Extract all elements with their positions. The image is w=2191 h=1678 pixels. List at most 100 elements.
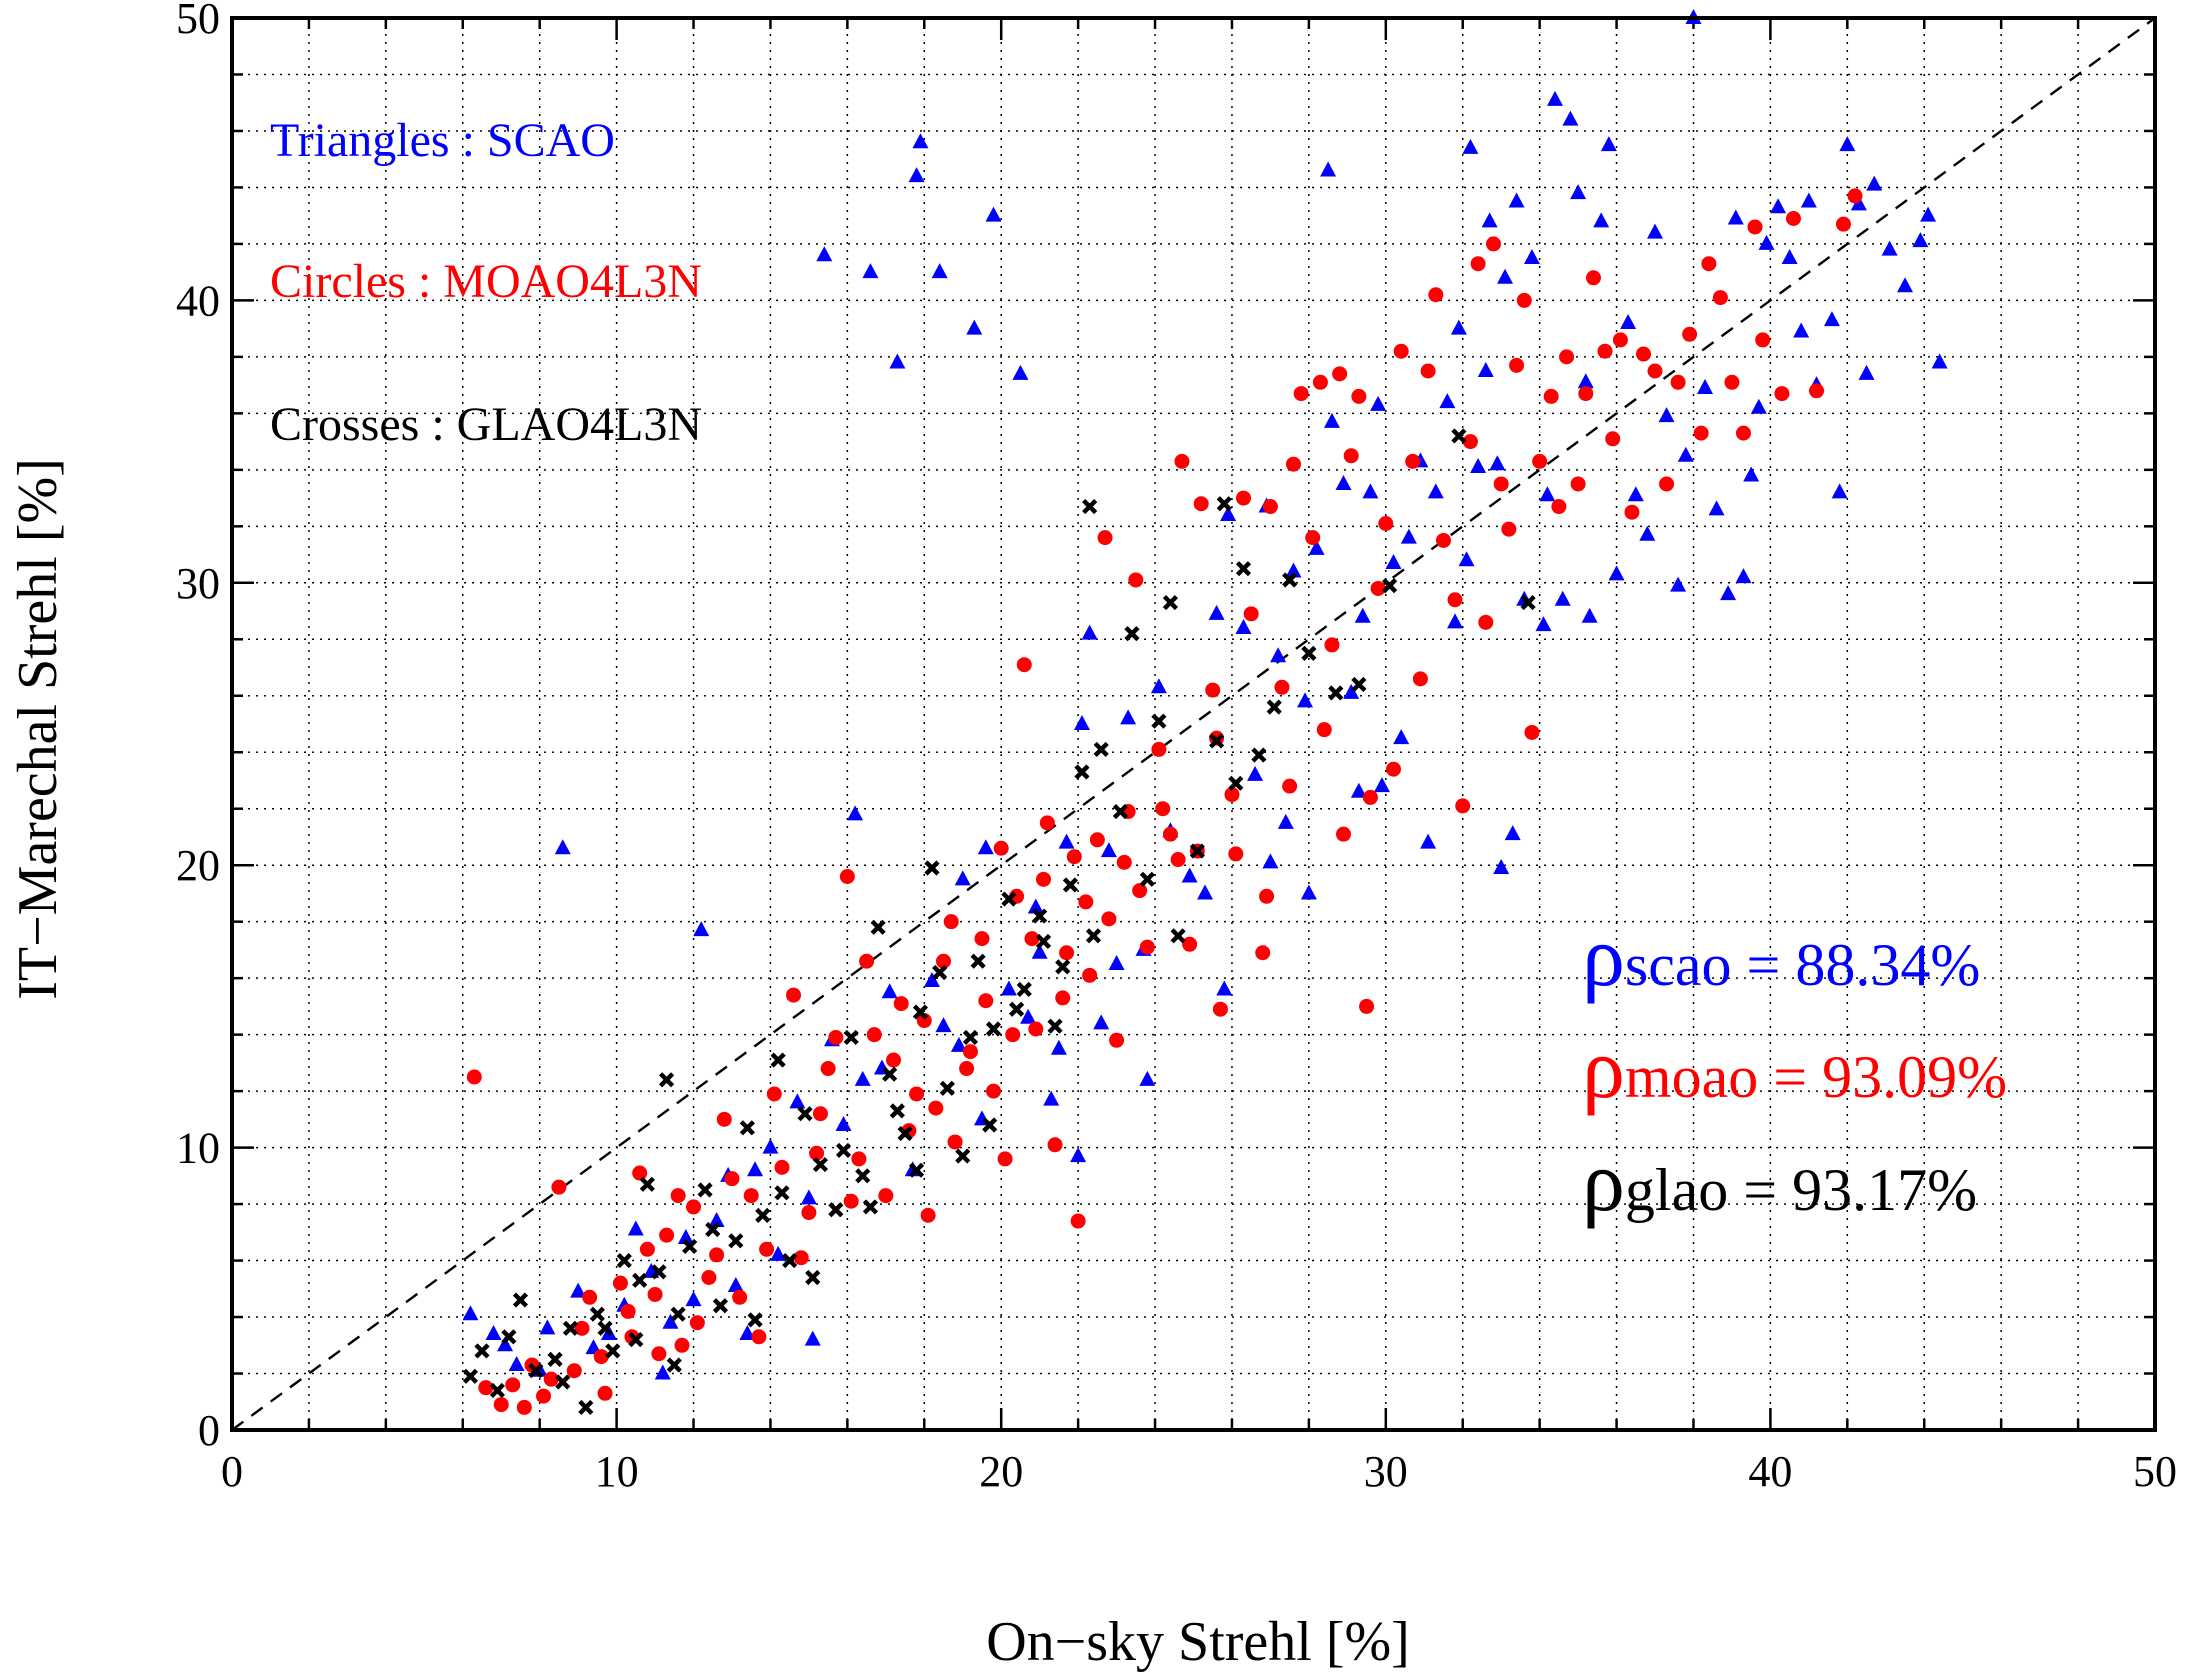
moao-point [647, 1286, 663, 1302]
series-moao4l3n [466, 188, 1863, 1415]
glao-point [1208, 733, 1225, 749]
glao-point [1216, 496, 1232, 512]
y-tick-label: 20 [176, 841, 220, 890]
scao-point [739, 1324, 756, 1340]
moao-point [1282, 778, 1298, 794]
scao-point [935, 1017, 952, 1033]
moao-point [909, 1086, 925, 1102]
moao-point [1412, 671, 1428, 687]
glao-point [628, 1332, 644, 1348]
scao-point [1866, 175, 1883, 191]
moao-point [1455, 798, 1471, 814]
moao-point [809, 1145, 825, 1161]
moao-point [689, 1315, 705, 1331]
rho-value: = 93.17% [1728, 1157, 1977, 1223]
moao-point [1066, 849, 1082, 865]
scao-point [485, 1324, 502, 1340]
scao-point [1073, 715, 1090, 730]
moao-point [1597, 343, 1613, 359]
moao-point [828, 1029, 844, 1045]
scao-point [1220, 506, 1237, 522]
moao-point [1516, 292, 1532, 308]
moao-point [1501, 521, 1517, 537]
moao-point [743, 1188, 759, 1204]
moao-point [651, 1346, 667, 1362]
scao-point [1670, 576, 1687, 592]
moao-point [916, 1013, 932, 1029]
moao-point [716, 1111, 732, 1127]
moao-point [1635, 346, 1651, 362]
glao-point [924, 860, 940, 876]
moao-point [962, 1044, 978, 1060]
moao-point [478, 1380, 494, 1396]
moao-point [1428, 287, 1444, 303]
moao-point [597, 1385, 613, 1401]
glao-point [805, 1269, 821, 1286]
scao-point [1447, 613, 1464, 629]
moao-point [1485, 236, 1501, 252]
scao-point [1493, 859, 1510, 875]
glao-point [512, 1292, 529, 1308]
moao-point [997, 1151, 1013, 1167]
x-tick-label: 20 [979, 1447, 1023, 1496]
scao-point [1735, 568, 1752, 584]
scao-point [708, 1212, 725, 1228]
scao-point [1508, 192, 1525, 208]
moao-point [993, 840, 1009, 856]
scao-point [1620, 313, 1637, 329]
rho-symbol: ρ [1582, 1133, 1625, 1229]
moao-point [974, 931, 990, 947]
moao-point [928, 1100, 944, 1116]
rho-value: = 93.09% [1758, 1044, 2007, 1110]
moao-point [1228, 846, 1244, 862]
scao-point [1181, 867, 1198, 883]
scao-point [1458, 551, 1475, 567]
glao-point [870, 919, 886, 935]
moao-point [1493, 476, 1509, 492]
moao-point [1089, 832, 1105, 848]
y-tick-label: 50 [176, 0, 220, 43]
glao-point [1093, 741, 1109, 758]
scao-point [1720, 585, 1737, 601]
moao-point [516, 1399, 532, 1415]
scao-point [1270, 647, 1287, 663]
scao-point [923, 971, 940, 987]
correlation-glao: ρglao = 93.17% [1582, 1133, 1977, 1229]
moao-point [1332, 366, 1348, 382]
glao-point [1282, 572, 1298, 588]
moao-point [1212, 1001, 1228, 1017]
scao-point [1858, 364, 1875, 380]
scao-point [1120, 709, 1137, 725]
scao-point [1850, 195, 1867, 211]
moao-point [1735, 425, 1751, 441]
moao-point [878, 1188, 894, 1204]
scao-point [847, 805, 864, 821]
glao-point [697, 1182, 713, 1198]
moao-point [1116, 854, 1132, 870]
moao-point [1036, 871, 1052, 887]
glao-point [682, 1238, 698, 1255]
moao-point [1605, 431, 1621, 447]
scao-point [1108, 955, 1125, 971]
moao-point [493, 1397, 509, 1413]
moao-point [1109, 1032, 1125, 1048]
moao-point [620, 1303, 636, 1319]
moao-point [670, 1188, 686, 1204]
scao-point [816, 246, 833, 262]
moao-point [1293, 386, 1309, 402]
scao-point [1931, 353, 1948, 369]
moao-point [1682, 326, 1698, 342]
scao-point [1912, 232, 1929, 248]
glao-point [1235, 561, 1252, 577]
x-tick-label: 40 [1748, 1447, 1792, 1496]
scao-point [804, 1330, 821, 1346]
moao-point [1509, 357, 1525, 373]
moao-point [1312, 374, 1328, 390]
y-tick-label: 30 [176, 559, 220, 608]
moao-point [1305, 530, 1321, 546]
moao-point [766, 1086, 782, 1102]
scao-point [1070, 1147, 1087, 1163]
moao-point [505, 1377, 521, 1393]
glao-point [908, 1162, 925, 1178]
moao-point [1174, 453, 1190, 469]
